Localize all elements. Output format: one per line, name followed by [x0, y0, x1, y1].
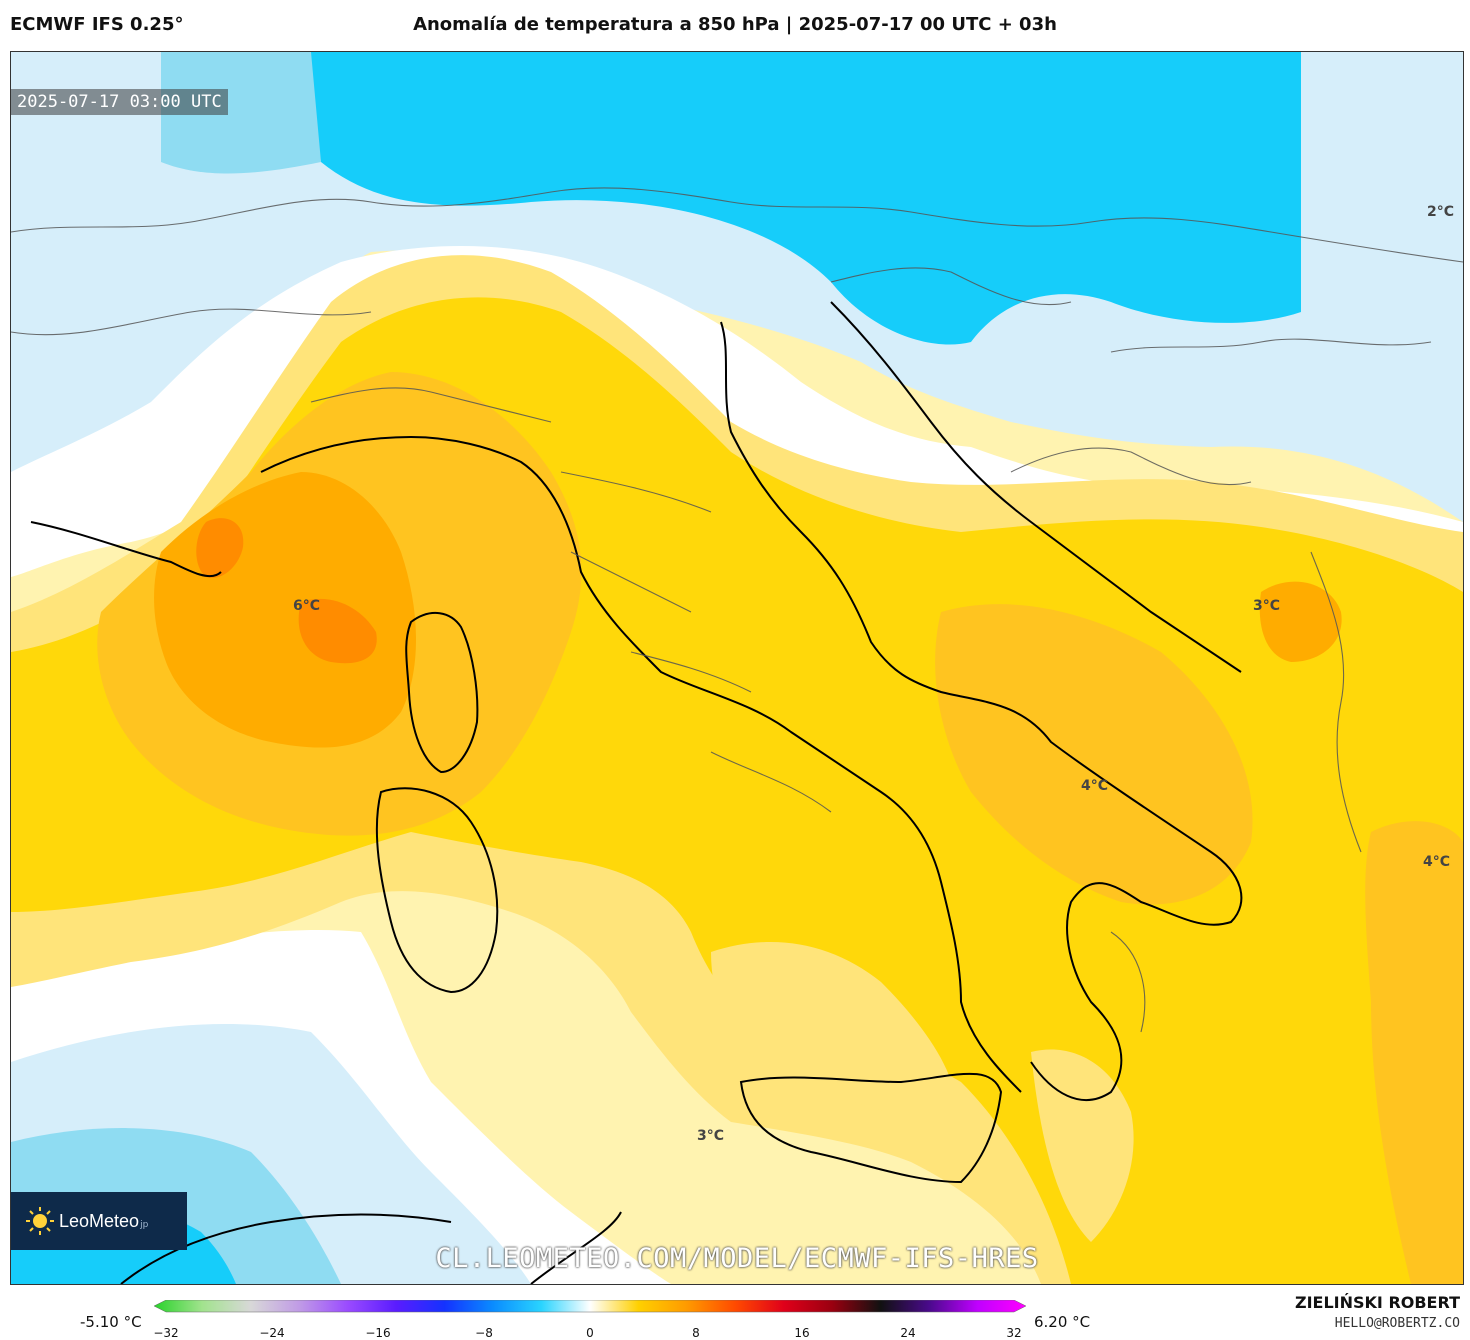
colorbar-tick-label: 16	[794, 1326, 810, 1340]
map-panel[interactable]: 2025-07-17 03:00 UTC 2°C 6°C 3°C 4°C 4°C…	[10, 51, 1464, 1285]
sun-icon	[26, 1207, 54, 1235]
chart-title: Anomalía de temperatura a 850 hPa | 2025…	[413, 14, 1057, 35]
colorbar-max-label: 6.20 °C	[1034, 1313, 1091, 1331]
colorbar-tick-label: −24	[259, 1326, 285, 1340]
valid-time-label: 2025-07-17 03:00 UTC	[11, 89, 228, 115]
colorbar-tick-label: −8	[475, 1326, 493, 1340]
colorbar-tick-label: 8	[692, 1326, 700, 1340]
temperature-anomaly-field	[11, 52, 1463, 1284]
leometeo-logo[interactable]: LeoMeteo jp	[11, 1192, 187, 1250]
colorbar-tick-label: −16	[365, 1326, 391, 1340]
isotherm-label: 6°C	[293, 598, 321, 614]
isotherm-label: 2°C	[1427, 204, 1455, 220]
colorbar-tick-label: −32	[153, 1326, 179, 1340]
author-email[interactable]: HELLO@ROBERTZ.CO	[1334, 1316, 1460, 1331]
logo-suffix: jp	[140, 1220, 149, 1230]
colorbar	[154, 1300, 1026, 1313]
source-url-watermark: CL.LEOMETEO.COM/MODEL/ECMWF-IFS-HRES	[435, 1243, 1039, 1274]
colorbar-tick-label: 24	[900, 1326, 916, 1340]
isotherm-label: 4°C	[1081, 778, 1109, 794]
logo-text: LeoMeteo	[59, 1210, 140, 1231]
colorbar-tick-label: 0	[586, 1326, 594, 1340]
isotherm-label: 4°C	[1423, 854, 1451, 870]
isotherm-label: 3°C	[1253, 598, 1281, 614]
author-name: ZIELIŃSKI ROBERT	[1294, 1293, 1460, 1312]
colorbar-tick-label: 32	[1006, 1326, 1022, 1340]
model-name: ECMWF IFS 0.25°	[10, 14, 184, 35]
isotherm-label: 3°C	[697, 1128, 725, 1144]
colorbar-min-label: -5.10 °C	[80, 1313, 142, 1331]
